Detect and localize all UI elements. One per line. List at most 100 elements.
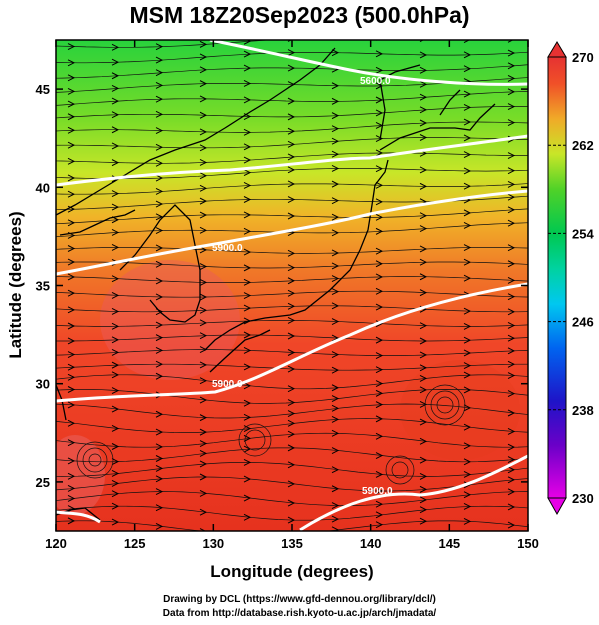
streamline-arrow	[243, 143, 252, 151]
streamline-arrow	[287, 196, 296, 203]
streamline-arrow	[111, 336, 120, 344]
streamline-arrow	[507, 488, 516, 496]
streamline-arrow	[507, 49, 516, 57]
streamline-arrow	[199, 197, 208, 205]
streamline-arrow	[331, 351, 340, 359]
streamline-arrow	[111, 43, 120, 51]
streamline-arrow	[463, 336, 472, 344]
streamline-arrow	[155, 81, 164, 89]
streamline-arrow	[287, 410, 296, 418]
streamline-arrow	[67, 141, 76, 149]
streamline-arrow	[199, 489, 208, 497]
streamline-arrow	[507, 322, 516, 329]
eddy-streamline	[430, 390, 460, 420]
streamline-arrow	[67, 363, 76, 371]
streamline-arrow	[331, 502, 340, 509]
streamline-arrow	[155, 464, 164, 472]
streamline-arrow	[463, 307, 472, 315]
streamline	[56, 121, 528, 133]
streamline-arrow	[111, 72, 120, 80]
streamline-arrow	[463, 134, 472, 142]
streamline-arrow	[67, 484, 76, 492]
streamline-arrow	[331, 49, 340, 57]
streamline-arrow	[463, 386, 472, 394]
streamline-arrow	[111, 275, 120, 283]
x-tick-label: 120	[45, 536, 67, 551]
streamline-arrow	[111, 470, 120, 477]
streamline-arrow	[331, 526, 340, 531]
streamline-arrow	[111, 84, 120, 92]
streamline-arrow	[243, 156, 252, 164]
streamline-arrow	[111, 111, 120, 119]
streamline-arrow	[287, 332, 296, 340]
streamline-arrow	[507, 244, 516, 252]
streamline-arrow	[243, 363, 252, 371]
streamline-arrow	[243, 128, 252, 136]
streamline-arrow	[155, 244, 164, 252]
streamline-arrow	[419, 182, 428, 190]
streamline-arrow	[155, 174, 164, 182]
streamline-arrow	[243, 50, 252, 58]
streamline-arrow	[419, 364, 428, 372]
streamline-arrow	[199, 449, 208, 457]
streamline-arrow	[287, 64, 296, 72]
streamline-arrow	[287, 166, 296, 174]
streamline-arrow	[375, 303, 384, 311]
streamline-arrow	[463, 182, 472, 190]
streamline-arrow	[419, 134, 428, 141]
streamline-arrow	[507, 409, 516, 417]
streamline-arrow	[287, 516, 296, 524]
streamline-arrow	[243, 458, 252, 466]
streamline	[56, 91, 528, 106]
streamline-arrow	[507, 456, 516, 464]
streamline-arrow	[507, 119, 516, 127]
contour-label: 5900.0	[212, 379, 243, 390]
contour-label: 5900.0	[362, 486, 393, 497]
streamline-arrow	[463, 167, 472, 175]
x-tick-label: 150	[517, 536, 539, 551]
streamline-arrow	[111, 348, 120, 356]
x-tick-label: 135	[281, 536, 303, 551]
eddy-streamline	[82, 447, 108, 473]
streamline-arrow	[287, 97, 296, 105]
streamline-arrow	[463, 371, 472, 379]
streamline	[56, 363, 528, 371]
streamline-arrow	[67, 157, 76, 165]
streamline-arrow	[199, 172, 208, 180]
streamline-arrow	[375, 521, 384, 529]
y-tick-label: 35	[36, 279, 50, 294]
streamline	[56, 106, 528, 119]
streamline	[56, 183, 528, 195]
streamline-arrow	[419, 289, 428, 297]
streamline-arrow	[243, 347, 252, 354]
streamline-arrow	[287, 140, 296, 148]
streamline-arrow	[331, 447, 340, 454]
streamline-arrow	[463, 349, 472, 357]
streamline-arrow	[111, 243, 120, 251]
streamline-arrow	[331, 395, 340, 403]
streamline-arrow	[155, 159, 164, 167]
streamline-arrow	[331, 40, 334, 41]
contour-label: 5600.0	[360, 76, 391, 87]
chart-title: MSM 18Z20Sep2023 (500.0hPa)	[129, 2, 470, 28]
streamline-arrow	[199, 95, 208, 103]
streamline-arrow	[507, 74, 516, 82]
streamline-arrow	[287, 289, 296, 297]
streamline-arrow	[111, 502, 120, 510]
streamline	[56, 476, 528, 492]
eddy-streamline	[391, 461, 409, 479]
streamline-arrow	[507, 293, 516, 301]
streamline-arrow	[375, 401, 384, 409]
streamline-arrow	[67, 517, 76, 525]
streamline-arrow	[419, 258, 428, 266]
x-tick-label: 130	[202, 536, 224, 551]
streamline-arrow	[507, 308, 516, 316]
eddy-streamline	[436, 396, 454, 414]
streamline	[56, 152, 528, 164]
height-contours	[56, 40, 528, 531]
streamline-arrow	[331, 384, 340, 392]
streamline-arrow	[155, 346, 164, 354]
streamline-arrow	[155, 360, 164, 368]
streamline-arrow	[111, 443, 120, 450]
